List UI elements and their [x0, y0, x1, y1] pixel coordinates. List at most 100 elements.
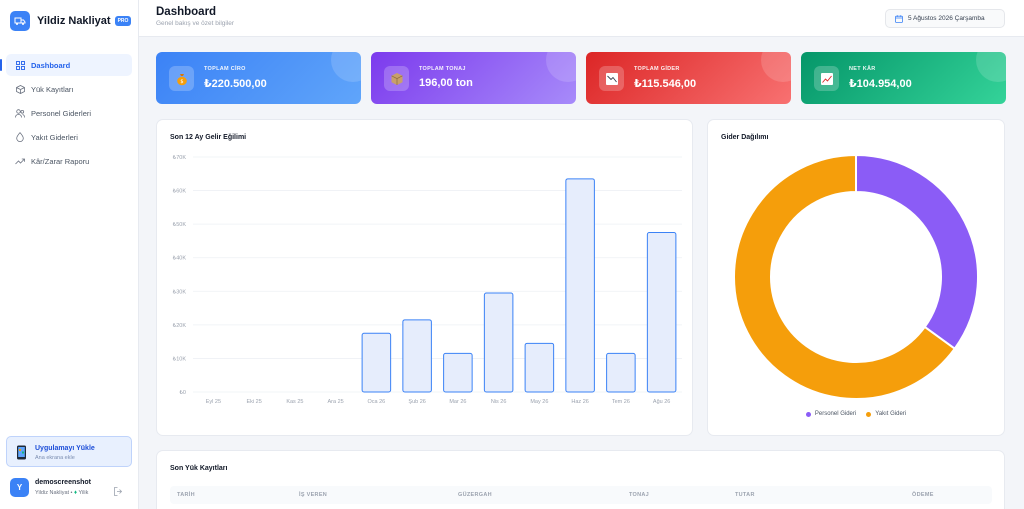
expense-legend: Personel Gideri Yakıt Gideri — [708, 411, 1004, 417]
x-tick-label: Haz 26 — [571, 399, 588, 405]
drop-icon — [15, 132, 25, 142]
recent-loads-title: Son Yük Kayıtları — [170, 465, 228, 472]
brand-name: Yildiz Nakliyat — [37, 15, 111, 27]
expense-donut-chart — [733, 153, 979, 400]
y-tick-label: ₺20K — [173, 322, 187, 329]
bar[interactable] — [646, 232, 677, 393]
install-title: Uygulamayı Yükle — [35, 445, 95, 452]
trend-icon — [15, 156, 25, 166]
legend-swatch — [866, 411, 872, 417]
legend-label: Yakıt Gideri — [875, 411, 907, 417]
sidebar: Yildiz Nakliyat PRO Dashboard Yük Kayıtl… — [0, 0, 139, 509]
phone-icon — [16, 445, 27, 465]
date-display: 5 Ağustos 2026 Çarşamba — [885, 9, 1005, 28]
chart-down-icon — [599, 66, 624, 91]
x-tick-label: Şub 26 — [408, 399, 425, 405]
y-tick-label: ₺60K — [173, 188, 187, 195]
date-text: 5 Ağustos 2026 Çarşamba — [908, 15, 985, 22]
box-icon — [15, 84, 25, 94]
stat-card-net-kar: NET KÂR ₺104.954,00 — [801, 52, 1006, 104]
y-tick-label: ₺10K — [173, 355, 187, 362]
bar[interactable] — [402, 319, 432, 393]
calendar-icon — [895, 14, 903, 23]
x-tick-label: Ara 25 — [328, 399, 344, 405]
pro-badge: PRO — [114, 16, 132, 26]
chart-up-icon — [814, 66, 839, 91]
install-subtitle: Ana ekrana ekle — [35, 455, 75, 461]
revenue-chart-title: Son 12 Ay Gelir Eğilimi — [170, 134, 247, 141]
column-header-guzergah[interactable]: GÜZERGAH — [458, 492, 492, 498]
sidebar-item-kar-zarar-raporu[interactable]: Kâr/Zarar Raporu — [6, 150, 132, 172]
column-header-tonaj[interactable]: TONAJ — [629, 492, 650, 498]
header: Dashboard Genel bakış ve özet bilgiler 5… — [139, 0, 1024, 37]
column-header-tarih[interactable]: TARİH — [177, 492, 195, 498]
user-profile[interactable]: Y demoscreenshot Yildiz Nakliyat • ♦ Yil… — [10, 478, 132, 500]
y-tick-label: ₺0 — [179, 389, 186, 396]
stat-card-toplam-tonaj: TOPLAM TONAJ 196,00 ton — [371, 52, 576, 104]
sidebar-item-label: Personel Giderleri — [31, 108, 92, 118]
y-tick-label: ₺70K — [173, 154, 187, 161]
stat-card-toplam-gider: TOPLAM GİDER ₺115.546,00 — [586, 52, 791, 104]
x-tick-label: Eyl 25 — [206, 399, 221, 405]
revenue-chart-panel: Son 12 Ay Gelir Eğilimi ₺0 ₺10K ₺20K ₺30K ₺4… — [156, 119, 693, 436]
stat-label: TOPLAM CİRO — [204, 66, 246, 72]
donut-slice[interactable] — [733, 153, 957, 400]
y-tick-label: ₺50K — [173, 221, 187, 228]
x-tick-label: Mar 26 — [449, 399, 466, 405]
stat-card-toplam-ciro: $ TOPLAM CİRO ₺220.500,00 — [156, 52, 361, 104]
sidebar-item-label: Yük Kayıtları — [31, 84, 74, 94]
brand[interactable]: Yildiz Nakliyat PRO — [10, 11, 132, 31]
x-tick-label: Kas 25 — [286, 399, 303, 405]
package-icon — [384, 66, 409, 91]
x-tick-label: Nis 26 — [491, 399, 507, 405]
page-title: Dashboard — [156, 6, 217, 18]
x-tick-label: Eki 25 — [246, 399, 261, 405]
user-company: Yildiz Nakliyat • ♦ Yilik — [35, 490, 89, 496]
svg-text:$: $ — [180, 79, 183, 85]
bar[interactable] — [606, 352, 636, 393]
stat-value: 196,00 ton — [419, 77, 473, 89]
sidebar-item-yakit-giderleri[interactable]: Yakıt Giderleri — [6, 126, 132, 148]
bar[interactable] — [524, 342, 555, 393]
x-tick-label: Ağu 26 — [653, 399, 670, 405]
expense-chart-panel: Gider Dağılımı Personel Gideri Yakıt Gid… — [707, 119, 1005, 436]
y-tick-label: ₺30K — [173, 288, 187, 295]
grid-icon — [15, 60, 25, 70]
legend-swatch — [805, 411, 811, 417]
stat-value: ₺220.500,00 — [204, 78, 267, 90]
table-header: TARİH İŞ VEREN GÜZERGAH TONAJ TUTAR ÖDEM… — [170, 486, 992, 504]
stat-label: NET KÂR — [849, 66, 876, 72]
sidebar-item-label: Kâr/Zarar Raporu — [31, 156, 90, 166]
bar[interactable] — [565, 178, 595, 393]
column-header-tutar[interactable]: TUTAR — [735, 492, 755, 498]
bar[interactable] — [483, 292, 514, 393]
sidebar-item-dashboard[interactable]: Dashboard — [0, 54, 132, 76]
users-icon — [15, 108, 25, 118]
recent-loads-panel: Son Yük Kayıtları TARİH İŞ VEREN GÜZERGA… — [156, 450, 1005, 509]
x-tick-label: Tem 26 — [612, 399, 630, 405]
x-tick-label: May 26 — [530, 399, 548, 405]
legend-item-yakit[interactable]: Yakıt Gideri — [866, 411, 906, 417]
user-name: demoscreenshot — [35, 479, 92, 486]
legend-item-personel[interactable]: Personel Gideri — [805, 411, 857, 417]
bar[interactable] — [443, 352, 473, 393]
sidebar-nav: Dashboard Yük Kayıtları Personel Giderle… — [0, 54, 132, 174]
column-header-odeme[interactable]: ÖDEME — [912, 492, 934, 498]
donut-slice[interactable] — [855, 153, 979, 351]
bar[interactable] — [361, 332, 392, 393]
stat-value: ₺115.546,00 — [634, 78, 697, 90]
x-tick-label: Oca 26 — [368, 399, 386, 405]
sidebar-item-yuk-kayitlari[interactable]: Yük Kayıtları — [6, 78, 132, 100]
column-header-is-veren[interactable]: İŞ VEREN — [299, 492, 328, 498]
legend-label: Personel Gideri — [814, 411, 857, 417]
page-subtitle: Genel bakış ve özet bilgiler — [156, 20, 235, 27]
install-app-button[interactable]: Uygulamayı Yükle Ana ekrana ekle — [6, 436, 132, 467]
y-tick-label: ₺40K — [173, 255, 187, 262]
sidebar-item-personel-giderleri[interactable]: Personel Giderleri — [6, 102, 132, 124]
money-bag-icon: $ — [169, 66, 194, 91]
stat-value: ₺104.954,00 — [849, 78, 912, 90]
logout-icon[interactable] — [114, 483, 123, 501]
sidebar-item-label: Yakıt Giderleri — [31, 132, 78, 142]
sidebar-item-label: Dashboard — [31, 60, 71, 70]
revenue-bar-chart: ₺0 ₺10K ₺20K ₺30K ₺40K ₺50K ₺60K ₺70K Eyl 25 Eki … — [173, 154, 682, 405]
